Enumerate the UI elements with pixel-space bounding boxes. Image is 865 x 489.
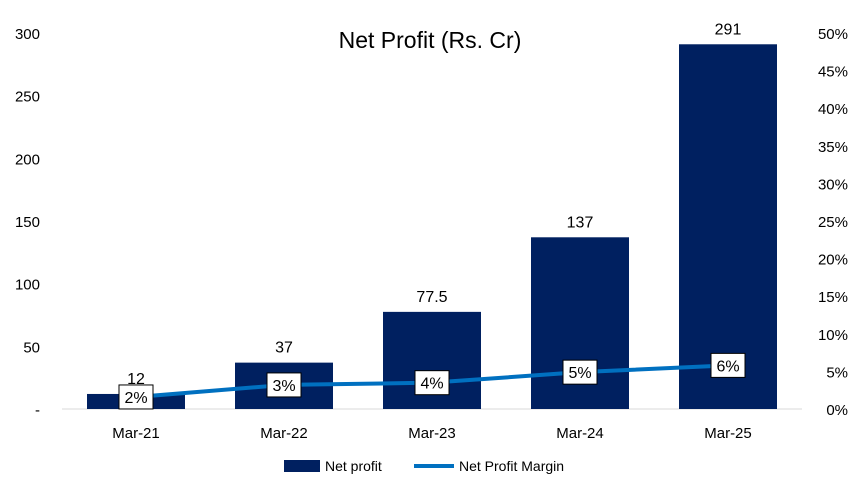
legend-label-net-profit: Net profit <box>325 458 382 474</box>
bars: 12 37 77.5 137 291 <box>87 21 777 409</box>
left-tick-label: 150 <box>15 214 40 231</box>
left-tick-label: 100 <box>15 277 40 294</box>
right-tick-label: 15% <box>818 289 848 306</box>
right-tick-label: 40% <box>818 101 848 118</box>
margin-label-box <box>414 370 450 396</box>
right-axis: 0% 5% 10% 15% 20% 25% 30% 35% 40% 45% 50% <box>818 26 848 419</box>
right-tick-label: 25% <box>818 214 848 231</box>
right-tick-label: 0% <box>826 402 848 419</box>
bar-mar-25 <box>679 44 777 409</box>
left-tick-label: 200 <box>15 151 40 168</box>
x-tick-label: Mar-22 <box>260 425 308 442</box>
right-tick-label: 5% <box>826 364 848 381</box>
margin-series: 2% 3% 4% 5% 6% <box>118 352 746 410</box>
right-tick-label: 10% <box>818 327 848 344</box>
margin-value-label: 3% <box>272 378 295 395</box>
margin-value-label: 4% <box>420 376 443 393</box>
chart-title: Net Profit (Rs. Cr) <box>339 27 522 53</box>
right-tick-label: 30% <box>818 176 848 193</box>
margin-label-box <box>118 384 154 410</box>
right-tick-label: 20% <box>818 252 848 269</box>
legend: Net profit Net Profit Margin <box>284 458 564 474</box>
bar-value-label: 137 <box>567 214 594 231</box>
left-tick-label: 250 <box>15 89 40 106</box>
x-axis-ticks: Mar-21 Mar-22 Mar-23 Mar-24 Mar-25 <box>112 425 752 442</box>
bar-value-label: 77.5 <box>416 289 447 306</box>
right-tick-label: 45% <box>818 64 848 81</box>
bar-value-label: 37 <box>275 340 293 357</box>
left-tick-label: - <box>35 402 40 419</box>
margin-value-label: 6% <box>716 358 739 375</box>
x-tick-label: Mar-21 <box>112 425 160 442</box>
left-tick-label: 50 <box>23 339 40 356</box>
margin-label-box <box>710 352 746 378</box>
legend-swatch-net-profit <box>284 460 320 472</box>
bar-value-label: 12 <box>127 371 145 388</box>
bar-value-label: 291 <box>715 21 742 38</box>
x-tick-label: Mar-25 <box>704 425 752 442</box>
legend-label-net-profit-margin: Net Profit Margin <box>459 458 564 474</box>
right-tick-label: 50% <box>818 26 848 43</box>
margin-value-label: 5% <box>568 365 591 382</box>
right-tick-label: 35% <box>818 139 848 156</box>
margin-label-box <box>562 359 598 385</box>
x-tick-label: Mar-24 <box>556 425 604 442</box>
x-tick-label: Mar-23 <box>408 425 456 442</box>
margin-label-box <box>266 372 302 398</box>
left-tick-label: 300 <box>15 26 40 43</box>
left-axis: - 50 100 150 200 250 300 <box>15 26 40 419</box>
margin-value-label: 2% <box>124 390 147 407</box>
